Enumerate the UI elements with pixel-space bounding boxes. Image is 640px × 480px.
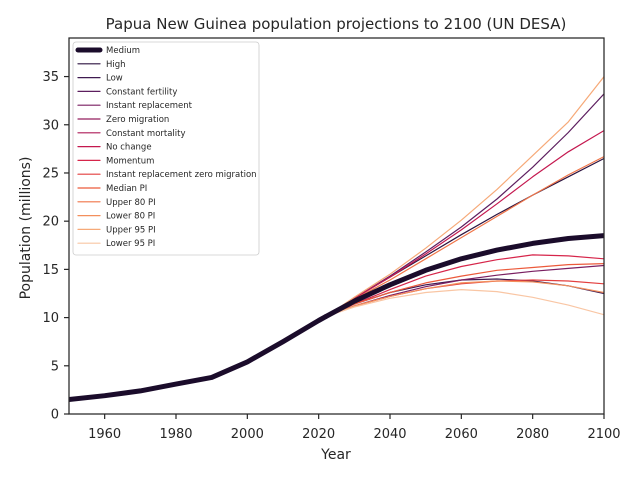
x-tick-label: 2100: [587, 427, 620, 442]
legend: Medium High Low Constant fertility Instant r…: [72, 41, 260, 256]
x-tick-label: 1980: [159, 427, 192, 442]
legend-label: Constant fertility: [106, 87, 177, 97]
y-tick-label: 10: [42, 311, 59, 326]
series-line-upper-95-pi: [325, 75, 604, 318]
plot-frame: [68, 37, 605, 415]
legend-label: No change: [106, 143, 152, 153]
series-line-constant-mortality: [325, 236, 604, 318]
series-line-lower-80-pi: [325, 280, 604, 318]
x-tick-label: 2080: [516, 427, 549, 442]
plot-area: [69, 75, 604, 402]
legend-label: Median PI: [106, 184, 147, 194]
y-tick-label: 20: [42, 215, 59, 230]
series-line-no-change: [325, 130, 604, 318]
legend-label: Medium: [106, 46, 140, 56]
y-tick-label: 30: [42, 118, 59, 133]
legend-box: [72, 41, 260, 256]
legend-label: Low: [106, 74, 123, 84]
y-axis-label: Population (millions): [18, 157, 34, 300]
x-axis-label: Year: [320, 447, 351, 463]
legend-label: Upper 95 PI: [106, 225, 156, 235]
series-line-momentum: [325, 254, 604, 318]
y-tick-label: 25: [42, 166, 59, 181]
legend-label: Lower 80 PI: [106, 212, 155, 222]
legend-label: Constant mortality: [106, 129, 186, 139]
y-tick-label: 35: [42, 70, 59, 85]
series-line-lower-95-pi: [325, 289, 604, 318]
axes: 1960 1980 2000 2020 2040 2060 2080 2100 0 5 10 15 20…: [42, 70, 620, 442]
legend-label: Instant replacement zero migration: [106, 170, 257, 180]
series-line-medium: [323, 233, 604, 320]
x-tick-label: 1960: [88, 427, 121, 442]
legend-label: Upper 80 PI: [106, 198, 156, 208]
historical-line: [69, 314, 329, 402]
legend-label: Zero migration: [106, 115, 169, 125]
series-line-median-pi: [325, 263, 604, 318]
x-tick-label: 2040: [373, 427, 406, 442]
chart-title: Papua New Guinea population projections …: [106, 15, 567, 33]
y-tick-label: 15: [42, 263, 59, 278]
legend-label: Instant replacement: [106, 101, 193, 111]
series-line-upper-80-pi: [325, 156, 604, 318]
y-tick-label: 5: [51, 359, 59, 374]
x-tick-label: 2020: [302, 427, 335, 442]
legend-label: High: [106, 60, 126, 70]
x-tick-label: 2000: [231, 427, 264, 442]
x-tick-label: 2060: [445, 427, 478, 442]
legend-label: Lower 95 PI: [106, 239, 155, 249]
legend-label: Momentum: [106, 156, 154, 166]
y-tick-label: 0: [51, 408, 59, 423]
